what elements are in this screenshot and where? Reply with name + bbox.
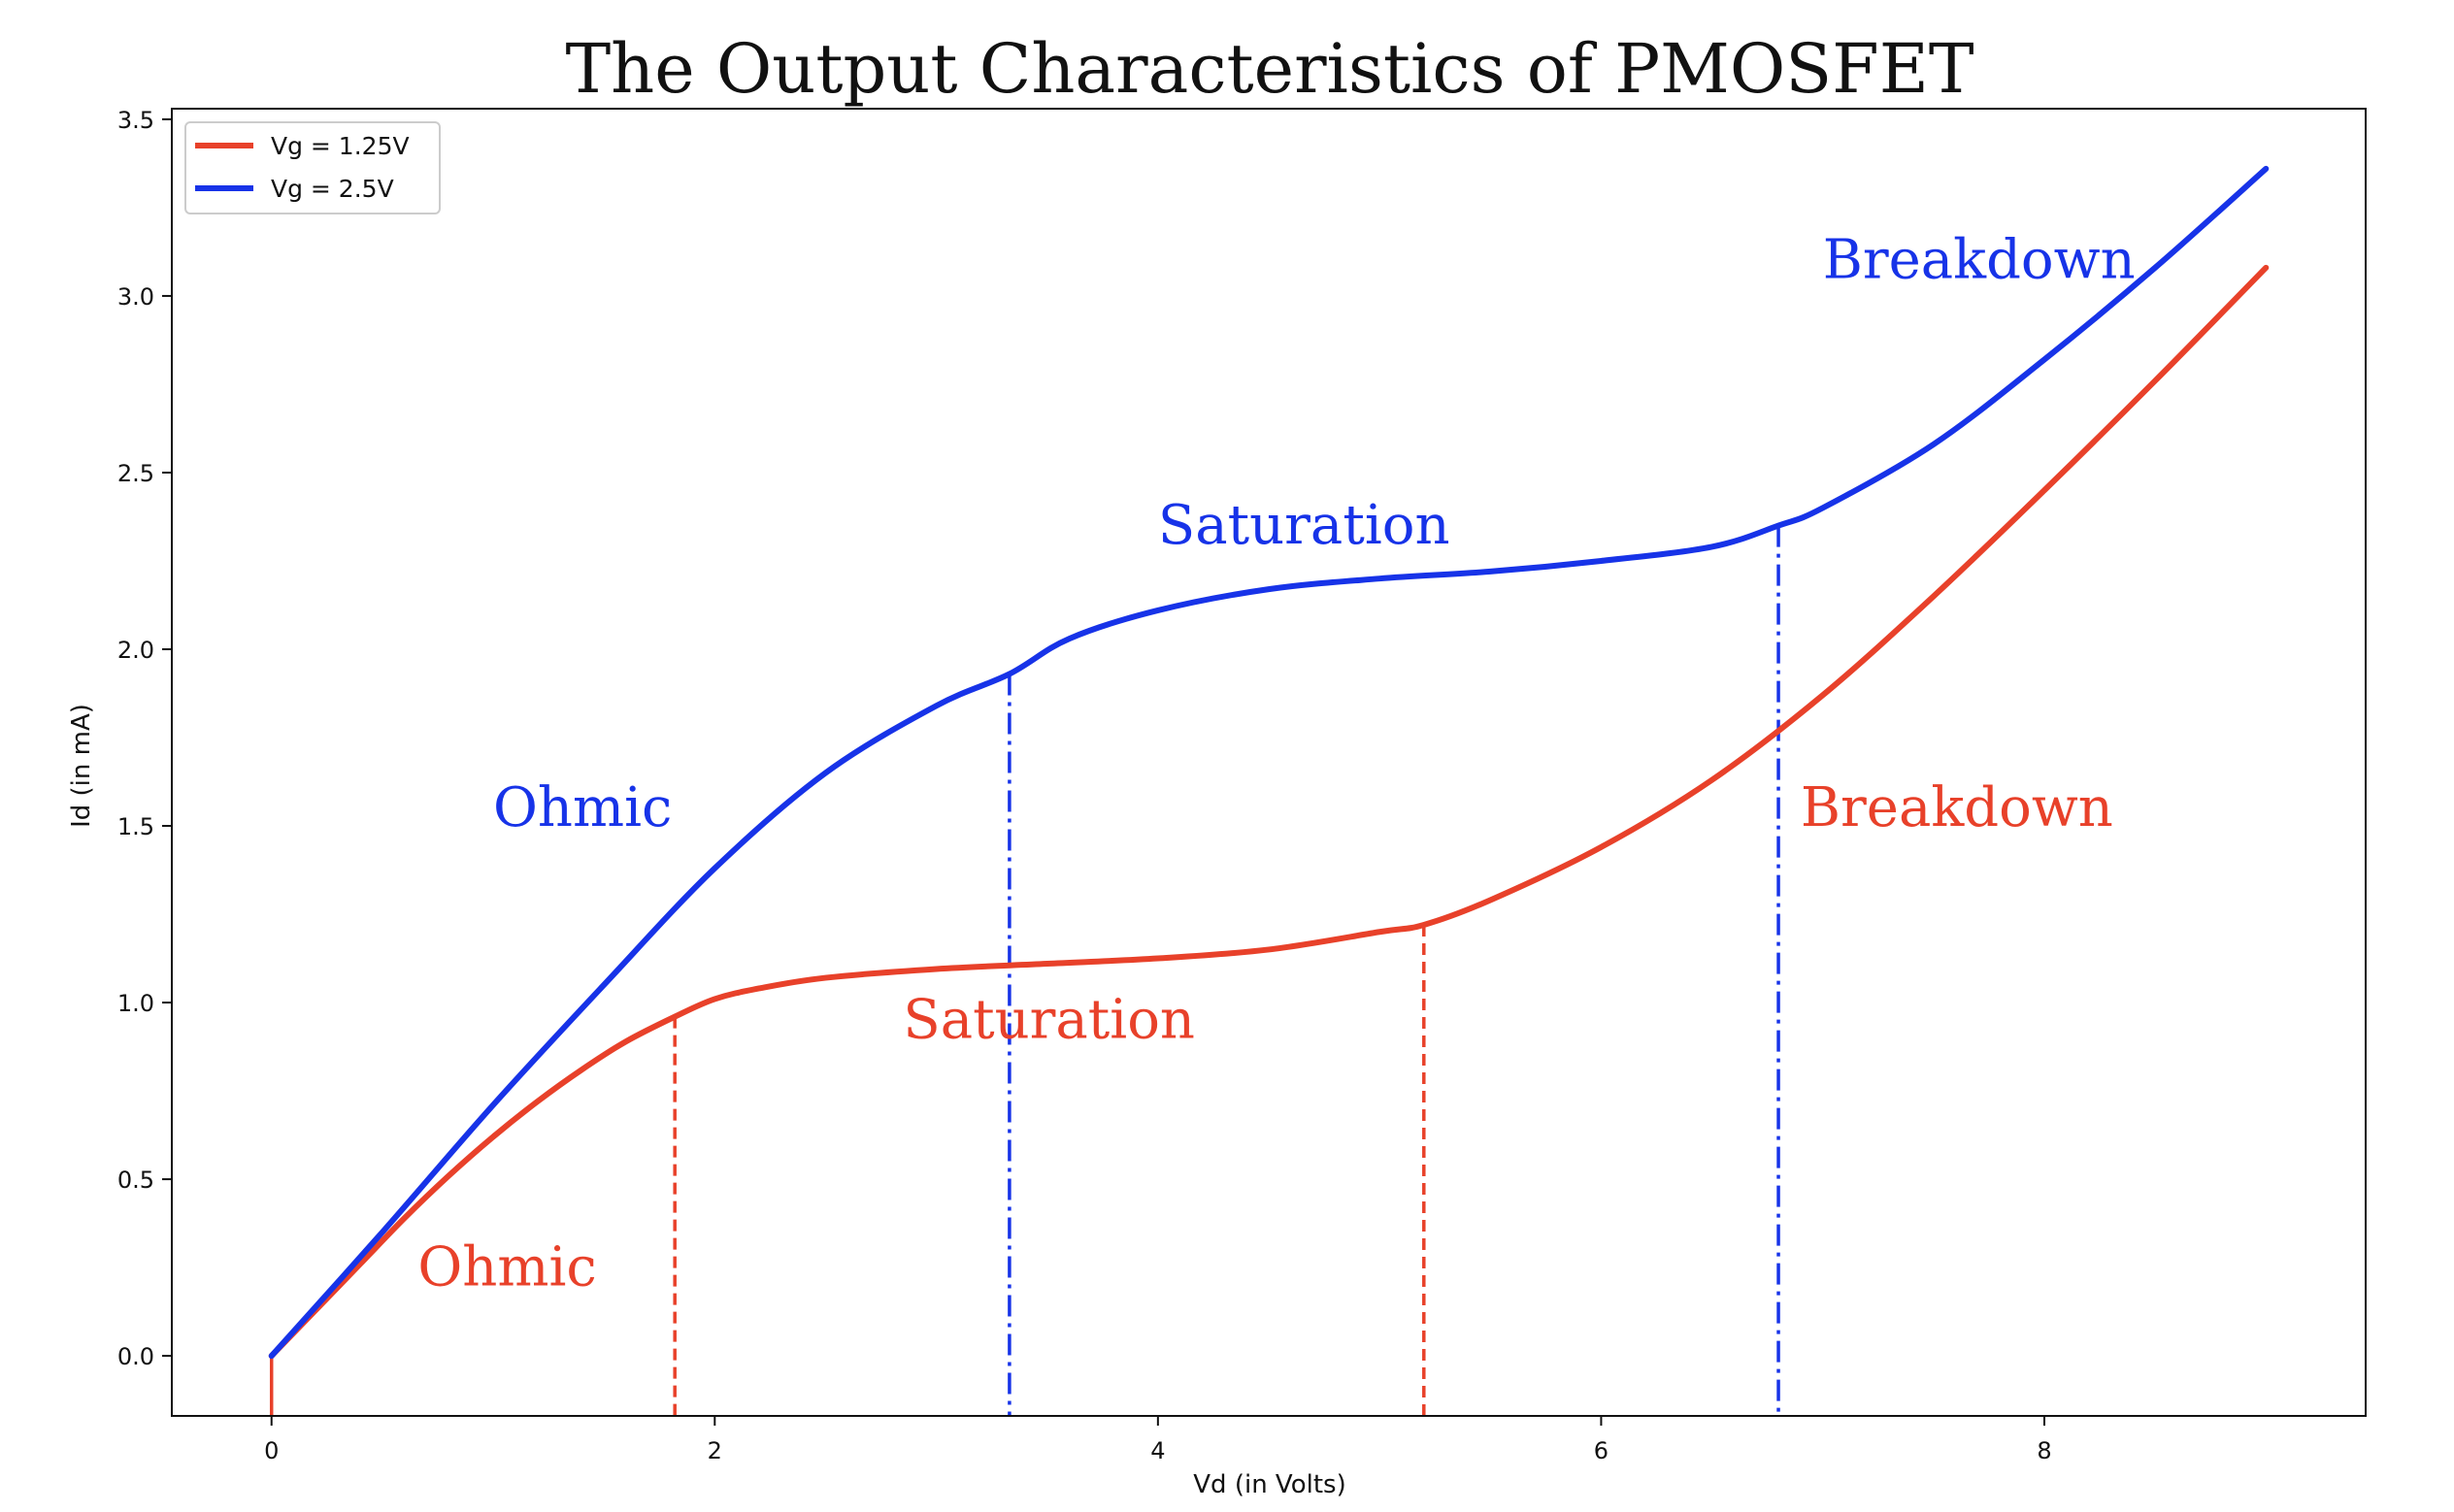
- region-annotation: Ohmic: [493, 776, 672, 839]
- region-annotation: Saturation: [903, 988, 1195, 1051]
- y-tick-label: 0.5: [117, 1167, 154, 1194]
- y-tick-label: 1.0: [117, 990, 154, 1017]
- chart-title: The Output Characteristics of PMOSFET: [565, 29, 1973, 109]
- x-tick-label: 4: [1150, 1437, 1165, 1464]
- region-annotation: Breakdown: [1801, 776, 2113, 839]
- y-tick-label: 3.5: [117, 107, 154, 134]
- y-tick-label: 1.5: [117, 813, 154, 840]
- legend-label: Vg = 2.5V: [271, 175, 394, 203]
- region-annotation: Breakdown: [1823, 229, 2136, 292]
- plot-area: 0 2 4 6 8 0.0 0.5 1.0 1.5 2.0 2.5 3.0 3.5 Ohmic Satura…: [117, 107, 2367, 1464]
- x-tick-label: 6: [1594, 1437, 1608, 1464]
- y-tick-label: 2.0: [117, 637, 154, 664]
- x-tick-label: 8: [2037, 1437, 2051, 1464]
- axes-frame: [171, 108, 2367, 1417]
- x-axis-label: Vd (in Volts): [1193, 1470, 1345, 1499]
- y-axis-label: Id (in mA): [67, 704, 96, 828]
- y-tick-label: 2.5: [117, 460, 154, 487]
- region-annotation: Ohmic: [417, 1235, 596, 1298]
- legend: Vg = 1.25V Vg = 2.5V: [184, 121, 441, 214]
- y-tick-label: 3.0: [117, 283, 154, 311]
- legend-label: Vg = 1.25V: [271, 132, 410, 160]
- x-tick-label: 0: [264, 1437, 279, 1464]
- region-annotation: Saturation: [1158, 494, 1450, 557]
- series-line-vg-2-5: [268, 165, 2270, 1360]
- y-tick-label: 0.0: [117, 1343, 154, 1370]
- series-line-vg-1-25: [268, 264, 2270, 1360]
- x-tick-label: 2: [708, 1437, 722, 1464]
